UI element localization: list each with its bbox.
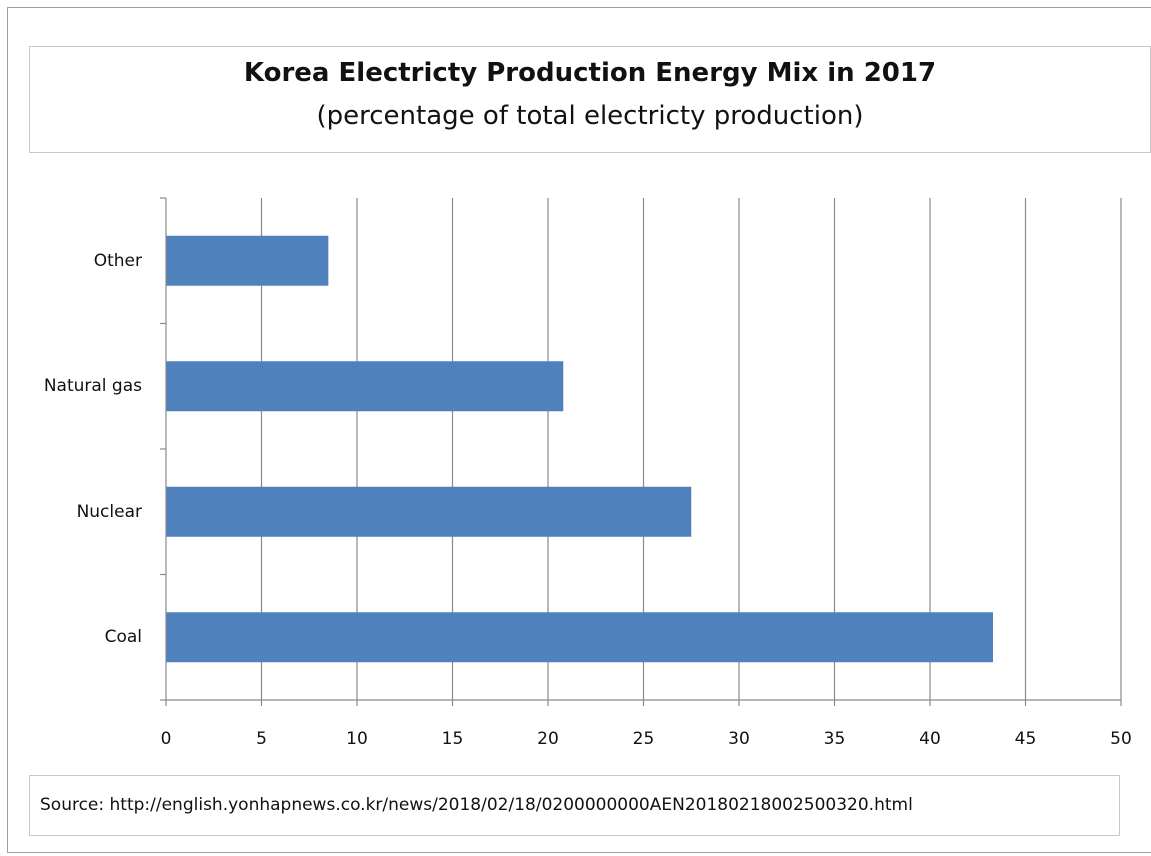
- x-tick-label: 35: [823, 729, 846, 749]
- bar-coal: [166, 612, 994, 663]
- x-tick-label: 45: [1014, 729, 1037, 749]
- x-tick-label: 15: [441, 729, 464, 749]
- category-label: Coal: [104, 627, 142, 648]
- source-box: [29, 775, 1120, 836]
- bar-other: [166, 235, 329, 286]
- x-tick-label: 5: [256, 729, 267, 749]
- category-label: Nuclear: [76, 501, 142, 522]
- chart-subtitle: (percentage of total electricty producti…: [316, 101, 864, 131]
- x-tick-label: 20: [537, 729, 559, 749]
- x-tick-label: 50: [1110, 729, 1132, 749]
- x-tick-label: 0: [160, 729, 172, 749]
- title-box: [29, 46, 1151, 153]
- bar-natural-gas: [166, 361, 564, 412]
- x-tick-label: 30: [728, 729, 750, 749]
- x-tick-label: 25: [632, 729, 655, 749]
- x-tick-label: 10: [346, 729, 368, 749]
- x-tick-label: 40: [919, 729, 941, 749]
- category-label: Other: [93, 250, 142, 271]
- category-label: Natural gas: [43, 376, 142, 397]
- chart-title: Korea Electricty Production Energy Mix i…: [243, 58, 937, 88]
- source-text: Source: http://english.yonhapnews.co.kr/…: [40, 795, 913, 815]
- bar-nuclear: [166, 486, 692, 537]
